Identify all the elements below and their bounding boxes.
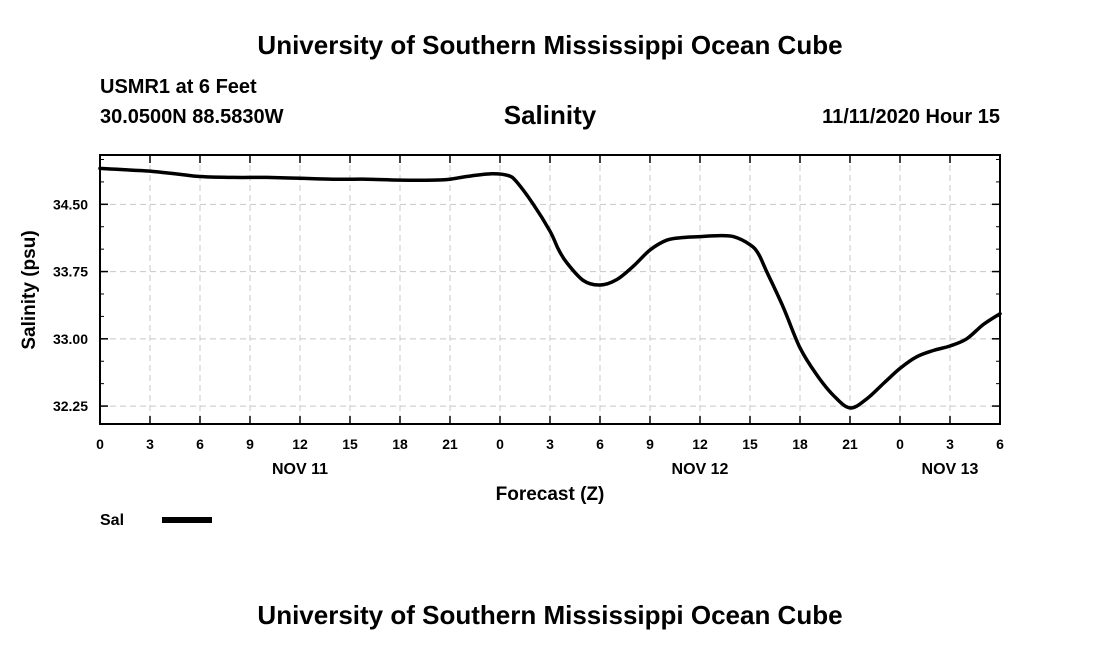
x-date-label: NOV 12 (672, 461, 729, 478)
x-date-label: NOV 13 (922, 461, 979, 478)
x-tick-label: 18 (792, 436, 808, 452)
chart-title: Salinity (503, 100, 597, 130)
station-label: USMR1 at 6 Feet (100, 76, 257, 98)
x-tick-label: 3 (146, 436, 154, 452)
forecast-datetime: 11/11/2020 Hour 15 (822, 106, 1000, 128)
x-tick-label: 3 (546, 436, 554, 452)
x-tick-label: 0 (96, 436, 104, 452)
page-title: University of Southern Mississippi Ocean… (257, 30, 843, 60)
series-line-salinity (98, 166, 1002, 410)
x-tick-label: 18 (392, 436, 408, 452)
series (98, 166, 1002, 410)
axes: 0 3 6 9 12 15 18 21 0 3 6 9 12 15 18 21 0 3 6 NOV 11 NOV 12 N… (53, 154, 1004, 478)
x-tick-label: 9 (246, 436, 254, 452)
y-tick-label: 32.25 (53, 398, 88, 414)
x-tick-label: 21 (442, 436, 458, 452)
footer-title: University of Southern Mississippi Ocean… (257, 600, 843, 630)
y-tick-label: 33.00 (53, 331, 88, 347)
x-tick-label: 0 (896, 436, 904, 452)
x-date-label: NOV 11 (272, 461, 328, 478)
station-coordinates: 30.0500N 88.5830W (100, 106, 284, 128)
x-tick-label: 15 (742, 436, 758, 452)
x-tick-label: 12 (692, 436, 708, 452)
x-tick-label: 12 (292, 436, 308, 452)
y-tick-label: 33.75 (53, 264, 88, 280)
x-tick-label: 3 (946, 436, 954, 452)
legend: Sal (100, 512, 212, 529)
x-tick-label: 21 (842, 436, 858, 452)
grid (100, 155, 1000, 424)
x-tick-label: 9 (646, 436, 654, 452)
x-tick-label: 0 (496, 436, 504, 452)
x-axis-title: Forecast (Z) (496, 484, 605, 505)
legend-label: Sal (100, 512, 124, 529)
x-tick-label: 6 (996, 436, 1004, 452)
x-tick-label: 6 (596, 436, 604, 452)
y-tick-label: 34.50 (53, 196, 88, 212)
y-axis-title: Salinity (psu) (19, 230, 40, 349)
x-tick-label: 15 (342, 436, 358, 452)
x-tick-label: 6 (196, 436, 204, 452)
